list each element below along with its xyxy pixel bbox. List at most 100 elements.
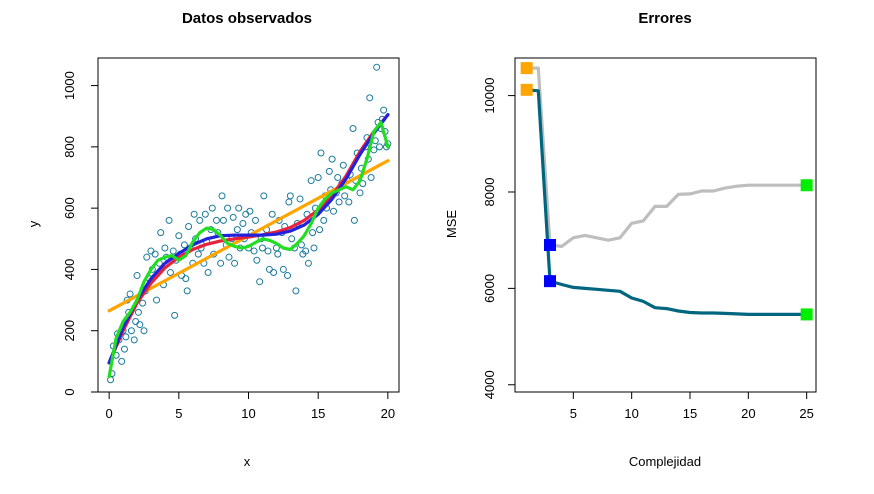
data-point — [314, 174, 322, 182]
left-x-axis: 0 5 10 15 20 — [106, 391, 395, 421]
left-x-tick-label: 20 — [381, 406, 395, 421]
data-point — [304, 259, 312, 267]
data-point — [233, 226, 241, 234]
data-point — [375, 143, 383, 151]
data-point — [297, 241, 305, 249]
data-point — [296, 195, 304, 203]
marker-optimal-test — [544, 239, 556, 252]
data-point — [185, 223, 193, 231]
right-y-tick-label: 8000 — [482, 178, 497, 207]
marker-min-complexity-test — [520, 62, 533, 75]
right-y-tick-label: 10000 — [482, 78, 497, 114]
data-point — [274, 250, 282, 258]
right-x-tick-label: 10 — [624, 406, 638, 421]
data-point — [325, 167, 333, 175]
fit-line-cubic-blue — [107, 113, 390, 365]
right-y-axis-label: MSE — [444, 210, 459, 239]
data-point — [182, 275, 190, 283]
left-y-tick-label: 1000 — [62, 71, 77, 100]
data-point — [196, 216, 204, 224]
right-y-axis: 4000 6000 8000 10000 — [482, 78, 516, 399]
data-point — [380, 106, 388, 114]
data-point — [316, 226, 324, 234]
data-point — [208, 204, 216, 212]
data-point — [217, 259, 225, 267]
data-point — [328, 155, 336, 163]
data-point — [118, 357, 126, 365]
error-markers — [520, 62, 813, 321]
data-point — [302, 247, 310, 255]
data-point — [151, 250, 159, 258]
right-x-tick-label: 5 — [570, 406, 577, 421]
data-point — [367, 174, 375, 182]
data-point — [161, 244, 169, 252]
data-point — [204, 268, 212, 276]
fit-line-cubic-red — [107, 113, 390, 365]
data-point — [127, 327, 135, 335]
data-point — [153, 296, 161, 304]
marker-max-complexity-train — [800, 308, 813, 321]
left-y-axis-label: y — [26, 220, 41, 227]
marker-optimal-train — [544, 275, 556, 288]
marker-min-complexity-train — [520, 83, 533, 96]
data-point — [190, 210, 198, 218]
left-x-tick-label: 5 — [175, 406, 182, 421]
fit-line-spline-green — [107, 120, 390, 379]
data-point — [317, 149, 325, 157]
fit-lines — [107, 113, 390, 379]
data-point — [235, 204, 243, 212]
data-point — [139, 299, 147, 307]
data-point — [224, 204, 232, 212]
data-point — [341, 192, 349, 200]
data-point — [373, 63, 381, 71]
left-plot-frame — [97, 57, 400, 393]
data-point — [132, 318, 140, 326]
data-point — [253, 256, 261, 264]
data-point — [251, 216, 259, 224]
left-x-tick-label: 10 — [241, 406, 255, 421]
data-point — [130, 336, 138, 344]
data-point — [288, 235, 296, 243]
data-point — [349, 124, 357, 132]
error-lines — [526, 66, 807, 316]
scatter-panel: Datos observados 0 5 10 15 20 0 200 400 600 800 1… — [26, 10, 400, 469]
data-point — [246, 207, 254, 215]
right-chart-title: Errores — [638, 10, 691, 27]
data-point — [169, 247, 177, 255]
data-point — [335, 198, 343, 206]
left-x-tick-label: 15 — [311, 406, 325, 421]
data-point — [225, 253, 233, 261]
data-point — [140, 327, 148, 335]
data-point — [260, 192, 268, 200]
data-point — [339, 161, 347, 169]
left-y-axis: 0 200 400 600 800 1000 — [62, 71, 99, 396]
data-point — [212, 216, 220, 224]
left-chart-title: Datos observados — [182, 10, 312, 27]
right-x-axis: 5 10 15 20 25 — [570, 391, 814, 421]
data-point — [270, 268, 278, 276]
left-y-tick-label: 600 — [62, 197, 77, 219]
left-y-tick-label: 400 — [62, 259, 77, 281]
data-point — [122, 333, 130, 341]
data-point — [134, 308, 142, 316]
data-point — [366, 94, 374, 102]
right-y-tick-label: 4000 — [482, 370, 497, 399]
right-plot-frame — [514, 57, 817, 393]
data-point — [126, 290, 134, 298]
data-point — [143, 253, 151, 261]
data-point — [239, 219, 247, 227]
data-point — [334, 174, 342, 182]
right-y-tick-label: 6000 — [482, 274, 497, 303]
data-point — [359, 180, 367, 188]
data-point — [350, 216, 358, 224]
data-point — [279, 265, 287, 273]
error-line-test-error — [526, 66, 807, 248]
marker-max-complexity-test — [800, 179, 813, 192]
right-x-tick-label: 15 — [683, 406, 697, 421]
data-point — [229, 213, 237, 221]
data-point — [147, 247, 155, 255]
data-point — [219, 216, 227, 224]
left-y-tick-label: 0 — [62, 388, 77, 395]
data-point — [285, 198, 293, 206]
